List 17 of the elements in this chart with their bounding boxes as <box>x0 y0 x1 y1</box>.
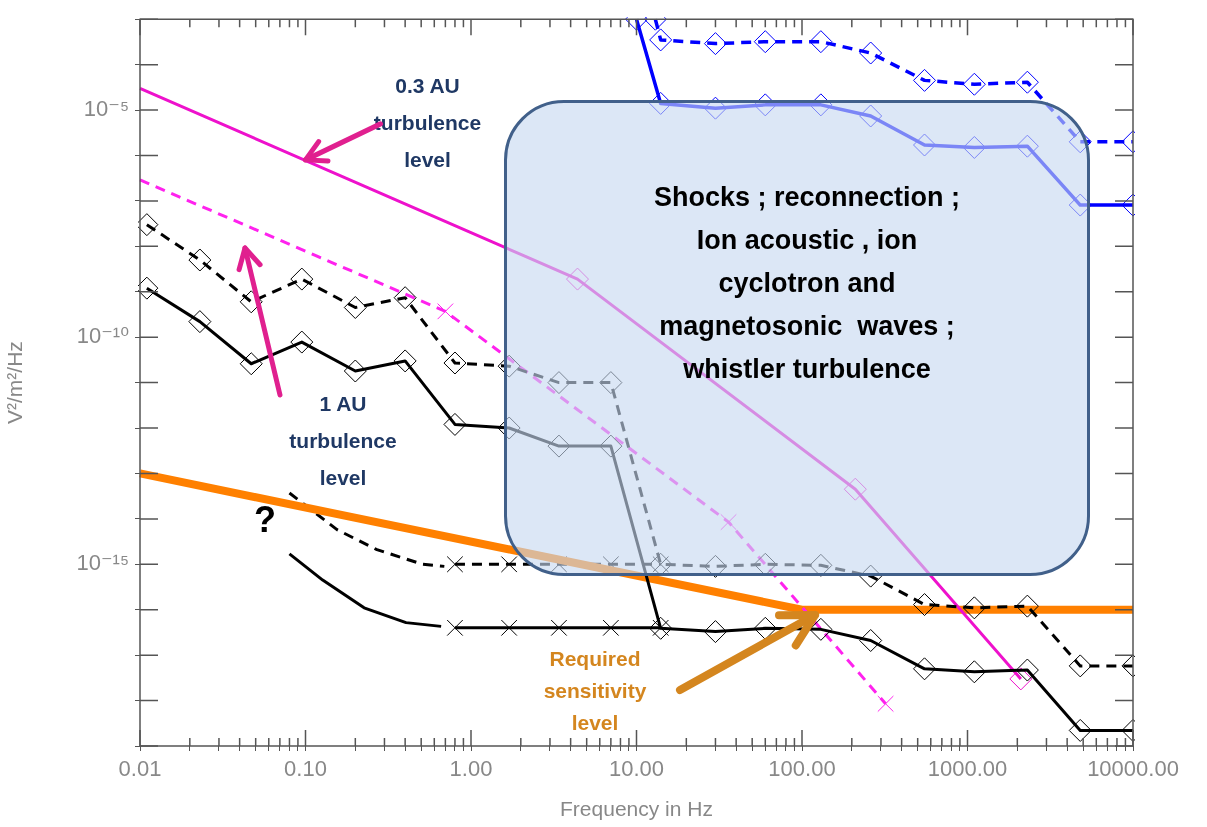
annotation: Required sensitivity level <box>543 646 647 734</box>
x-axis-title: Frequency in Hz <box>560 797 713 821</box>
x-tick-label: 10000.00 <box>1087 756 1179 782</box>
annotation: 1 AU turbulence level <box>289 391 397 489</box>
x-tick-label: 1.00 <box>449 756 493 782</box>
y-axis-title: V²/m²/Hz <box>3 341 27 425</box>
annotation: Shocks ; reconnection ; Ion acoustic , ion cyclotron and magnetosonic waves ; whistler turbulence <box>653 180 961 386</box>
y-tick-label: 10⁻¹⁵ <box>76 550 129 576</box>
x-tick-label: 0.01 <box>118 756 162 782</box>
annotation: ? <box>254 498 276 540</box>
x-tick-label: 0.10 <box>284 756 327 782</box>
x-tick-label: 1000.00 <box>927 756 1008 782</box>
y-tick-label: 10⁻¹⁰ <box>76 323 130 349</box>
y-tick-label: 10⁻⁵ <box>83 96 129 122</box>
annotation: 0.3 AU turbulence level <box>373 73 482 171</box>
x-tick-label: 10.00 <box>608 756 665 782</box>
x-tick-label: 100.00 <box>768 756 836 782</box>
